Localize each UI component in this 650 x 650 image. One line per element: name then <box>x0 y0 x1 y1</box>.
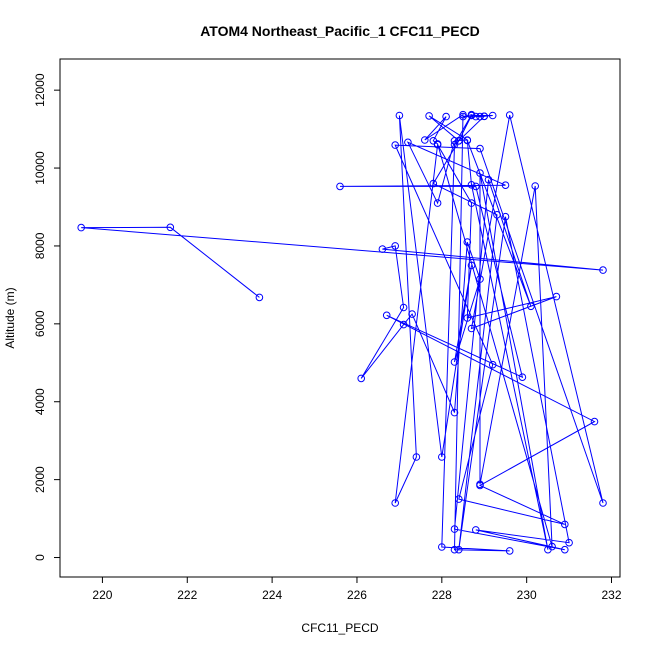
data-point <box>467 324 476 333</box>
y-tick-label: 6000 <box>33 310 47 337</box>
data-point <box>412 453 421 461</box>
data-point <box>493 211 501 219</box>
data-point <box>599 499 607 507</box>
data-point <box>561 545 569 554</box>
data-point <box>391 499 400 507</box>
data-point <box>599 266 607 274</box>
data-point <box>463 136 472 145</box>
y-tick-label: 4000 <box>33 388 47 415</box>
data-point <box>391 141 400 149</box>
data-point <box>399 303 408 312</box>
x-tick-label: 220 <box>92 588 112 602</box>
data-point <box>472 526 480 534</box>
data-point <box>255 293 264 302</box>
y-tick-label: 2000 <box>33 466 47 493</box>
data-point <box>467 199 476 207</box>
data-point <box>467 110 476 119</box>
x-axis-label: CFC11_PECD <box>301 621 378 635</box>
data-point <box>438 543 446 551</box>
data-point <box>77 223 85 232</box>
data-point <box>450 525 459 533</box>
data-point <box>404 138 412 147</box>
y-tick-label: 10000 <box>33 151 47 185</box>
data-point <box>476 275 484 283</box>
data-point <box>425 112 433 120</box>
chart-title: ATOM4 Northeast_Pacific_1 CFC11_PECD <box>200 23 480 39</box>
data-point <box>450 137 459 145</box>
data-point <box>433 199 442 207</box>
data-point <box>476 169 484 177</box>
data-point <box>450 140 459 149</box>
data-point <box>429 179 438 188</box>
y-axis: 0 2000 4000 6000 8000 10000 12000 <box>33 73 60 561</box>
data-point <box>450 545 459 554</box>
data-point <box>590 417 599 426</box>
data-point <box>391 242 400 250</box>
data-point <box>166 223 175 232</box>
data-point <box>505 111 514 119</box>
y-tick-label: 8000 <box>33 232 47 259</box>
series-line <box>81 113 604 552</box>
data-point <box>463 238 472 246</box>
data-point <box>459 110 467 119</box>
data-point <box>467 181 476 189</box>
data-point <box>378 245 387 253</box>
data-point <box>531 182 540 190</box>
data-point <box>480 112 489 121</box>
plot-frame <box>59 58 621 578</box>
x-tick-label: 228 <box>432 588 452 602</box>
data-point <box>450 358 459 366</box>
y-axis-label: Altitude (m) <box>3 287 17 348</box>
data-point <box>357 374 366 383</box>
data-point <box>501 181 510 189</box>
x-tick-label: 232 <box>601 588 621 602</box>
data-point <box>442 112 450 121</box>
data-point <box>459 112 467 121</box>
data-point <box>450 408 459 417</box>
data-point <box>395 111 404 120</box>
data-point <box>336 182 344 191</box>
series-layer <box>77 110 607 555</box>
data-point <box>518 373 527 382</box>
x-tick-label: 230 <box>517 588 537 602</box>
data-point <box>438 453 446 461</box>
data-point <box>408 310 416 318</box>
x-tick-label: 222 <box>177 588 197 602</box>
data-point <box>501 212 510 221</box>
data-point <box>476 112 484 121</box>
data-point <box>561 520 569 529</box>
x-tick-label: 224 <box>262 588 282 602</box>
data-point <box>476 144 484 153</box>
y-tick-label: 0 <box>33 554 47 561</box>
data-point <box>472 112 480 121</box>
data-point <box>463 314 472 322</box>
data-point <box>455 545 463 554</box>
data-point <box>421 136 429 144</box>
data-point <box>527 302 535 311</box>
data-point <box>484 175 493 184</box>
data-point <box>399 320 408 329</box>
data-point <box>476 480 484 489</box>
x-axis: 220 222 224 226 228 230 232 <box>92 577 622 602</box>
y-tick-label: 12000 <box>33 73 47 107</box>
x-tick-label: 226 <box>347 588 367 602</box>
data-point <box>488 111 497 120</box>
data-point <box>455 495 463 503</box>
data-point <box>467 261 476 270</box>
data-point <box>548 542 556 551</box>
data-point <box>429 137 438 145</box>
data-point <box>552 292 561 301</box>
data-point <box>472 182 480 191</box>
data-point <box>488 360 497 369</box>
data-point <box>565 538 573 547</box>
data-point <box>505 547 514 555</box>
data-point <box>455 137 463 145</box>
data-point <box>382 311 391 320</box>
